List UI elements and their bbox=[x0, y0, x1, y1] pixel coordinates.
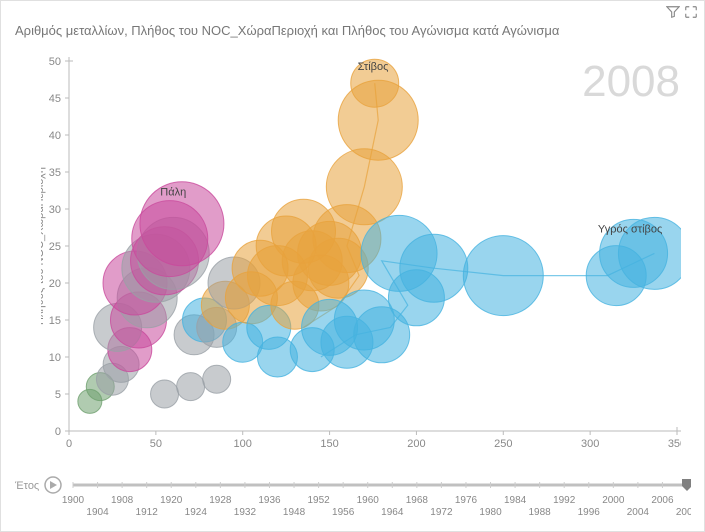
svg-text:1928: 1928 bbox=[209, 495, 232, 506]
svg-text:1912: 1912 bbox=[136, 507, 159, 518]
svg-text:Πλήθος του NOC_ΧώραΠεριοχή: Πλήθος του NOC_ΧώραΠεριοχή bbox=[41, 167, 46, 325]
svg-text:1924: 1924 bbox=[185, 507, 208, 518]
svg-text:1964: 1964 bbox=[381, 507, 404, 518]
svg-text:350: 350 bbox=[668, 438, 681, 450]
svg-text:0: 0 bbox=[55, 426, 61, 438]
svg-text:1976: 1976 bbox=[455, 495, 478, 506]
svg-text:200: 200 bbox=[407, 438, 425, 450]
chart-toolbar bbox=[666, 5, 698, 24]
svg-text:1996: 1996 bbox=[578, 507, 601, 518]
svg-text:1992: 1992 bbox=[553, 495, 576, 506]
svg-text:40: 40 bbox=[49, 130, 61, 142]
svg-text:2008: 2008 bbox=[676, 507, 691, 518]
svg-text:2004: 2004 bbox=[627, 507, 650, 518]
svg-text:1936: 1936 bbox=[258, 495, 281, 506]
bubble[interactable] bbox=[177, 373, 205, 401]
svg-text:1956: 1956 bbox=[332, 507, 355, 518]
svg-text:150: 150 bbox=[320, 438, 338, 450]
svg-text:1952: 1952 bbox=[307, 495, 330, 506]
svg-text:45: 45 bbox=[49, 93, 61, 105]
bubble-label: Υγρός στίβος bbox=[598, 224, 662, 236]
bubble[interactable] bbox=[400, 234, 468, 302]
svg-text:0: 0 bbox=[66, 438, 72, 450]
bubble-label: Στίβος bbox=[358, 61, 389, 73]
bubble[interactable] bbox=[326, 149, 402, 225]
play-button[interactable] bbox=[45, 477, 61, 493]
timeline-label: Έτος bbox=[15, 480, 39, 492]
svg-text:1904: 1904 bbox=[86, 507, 109, 518]
svg-text:1972: 1972 bbox=[430, 507, 453, 518]
svg-text:30: 30 bbox=[49, 204, 61, 216]
filter-icon[interactable] bbox=[666, 5, 680, 24]
svg-text:1968: 1968 bbox=[406, 495, 429, 506]
svg-text:100: 100 bbox=[234, 438, 252, 450]
focus-icon[interactable] bbox=[684, 5, 698, 24]
svg-text:1932: 1932 bbox=[234, 507, 257, 518]
svg-text:300: 300 bbox=[581, 438, 599, 450]
svg-text:1984: 1984 bbox=[504, 495, 527, 506]
svg-text:1960: 1960 bbox=[357, 495, 380, 506]
svg-text:5: 5 bbox=[55, 389, 61, 401]
scatter-plot: 0 5 10 15 20 25 30 35 40 45 50 0 50 100 150 200 250 300 3… bbox=[41, 51, 681, 451]
svg-text:20: 20 bbox=[49, 278, 61, 290]
svg-text:1988: 1988 bbox=[529, 507, 552, 518]
svg-text:1920: 1920 bbox=[160, 495, 183, 506]
svg-text:1948: 1948 bbox=[283, 507, 306, 518]
bubble-label: Πάλη bbox=[160, 187, 186, 199]
svg-text:2006: 2006 bbox=[651, 495, 674, 506]
timeline[interactable]: Έτος 19001904190819121920192419281932193… bbox=[15, 473, 691, 525]
svg-text:1980: 1980 bbox=[479, 507, 502, 518]
svg-text:25: 25 bbox=[49, 241, 61, 253]
svg-text:50: 50 bbox=[49, 56, 61, 68]
bubble[interactable] bbox=[151, 380, 179, 408]
svg-text:1900: 1900 bbox=[62, 495, 85, 506]
svg-text:15: 15 bbox=[49, 315, 61, 327]
bubble[interactable] bbox=[203, 365, 231, 393]
bubble[interactable] bbox=[463, 236, 543, 316]
svg-text:10: 10 bbox=[49, 352, 61, 364]
svg-text:250: 250 bbox=[494, 438, 512, 450]
svg-text:1908: 1908 bbox=[111, 495, 134, 506]
svg-text:35: 35 bbox=[49, 167, 61, 179]
svg-text:2000: 2000 bbox=[602, 495, 625, 506]
chart-title: Αριθμός μεταλλίων, Πλήθος του NOC_ΧώραΠε… bbox=[15, 23, 559, 38]
svg-text:50: 50 bbox=[150, 438, 162, 450]
